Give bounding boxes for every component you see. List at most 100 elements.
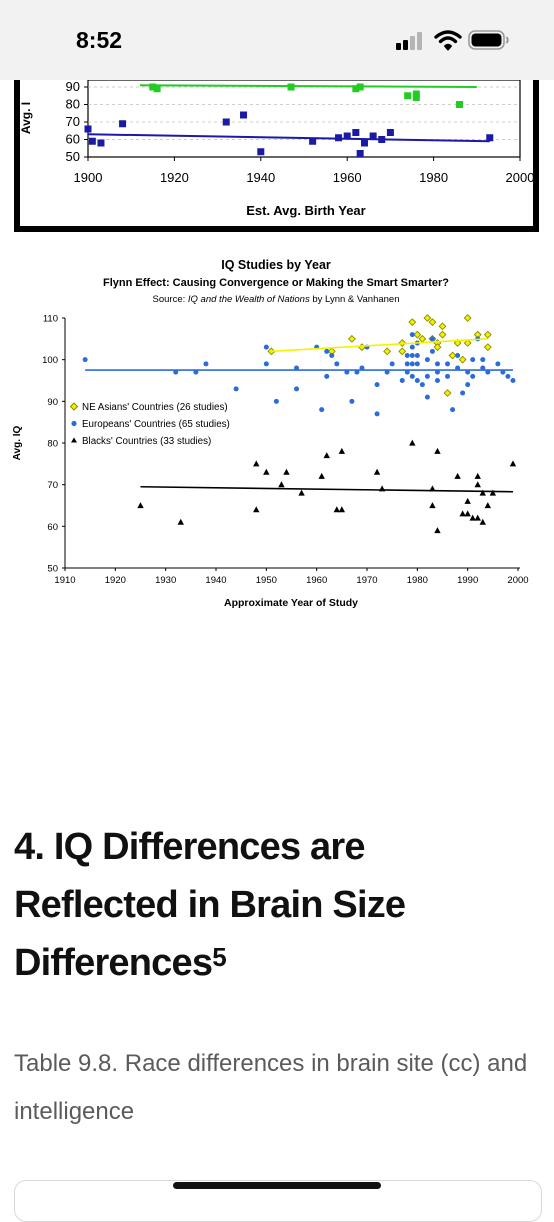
data-point-blue [386, 129, 394, 136]
data-point-europeans [414, 361, 420, 367]
data-point-europeans [404, 361, 410, 367]
data-point-blacks [338, 506, 346, 513]
data-point-ne-asians [383, 347, 392, 356]
data-point-europeans [404, 369, 410, 375]
data-point-blacks [434, 447, 441, 454]
data-point-green [352, 85, 360, 93]
x-tick-label-1990: 1990 [457, 575, 478, 586]
data-point-europeans [445, 361, 451, 367]
data-point-europeans [500, 369, 506, 375]
data-point-europeans [374, 411, 380, 417]
legend-marker-europeans [71, 420, 77, 427]
data-point-ne-asians [398, 347, 407, 356]
data-point-europeans [82, 357, 88, 363]
data-point-europeans [470, 357, 476, 363]
data-point-europeans [455, 353, 461, 358]
data-point-blacks [323, 452, 330, 459]
data-point-europeans [414, 378, 420, 383]
data-point-europeans [485, 369, 491, 375]
data-point-green [412, 94, 420, 101]
data-point-ne-asians [483, 343, 492, 352]
data-point-blue [240, 111, 248, 119]
y-tick-label-90: 90 [66, 80, 80, 94]
data-point-blacks [253, 506, 260, 513]
data-point-blacks [459, 510, 466, 517]
data-point-europeans [460, 390, 466, 396]
data-point-europeans [429, 348, 435, 354]
data-point-blacks [333, 506, 340, 513]
x-tick-label-1950: 1950 [256, 575, 277, 586]
data-point-europeans [203, 361, 209, 367]
x-axis-label: Approximate Year of Study [224, 597, 358, 609]
data-point-blacks [283, 468, 290, 475]
data-point-europeans [399, 378, 405, 383]
data-point-blacks [177, 518, 184, 525]
table-caption: Table 9.8. Race differences in brain sit… [14, 1050, 528, 1125]
x-tick-label-1930: 1930 [155, 575, 176, 586]
cellular-signal-icon [396, 32, 422, 50]
data-point-europeans [480, 357, 486, 363]
x-tick-label-1970: 1970 [356, 575, 377, 586]
data-point-europeans [319, 407, 325, 413]
data-point-blacks [474, 481, 481, 488]
data-point-europeans [344, 369, 350, 375]
data-point-blacks [429, 502, 436, 509]
data-point-europeans [424, 373, 430, 379]
data-point-europeans [324, 373, 330, 379]
data-point-europeans [505, 373, 511, 379]
data-point-blacks [137, 502, 144, 509]
y-axis-label: Avg. IQ [12, 425, 23, 460]
trendline-ne-asians [271, 338, 488, 353]
data-point-blacks [454, 472, 461, 479]
data-point-europeans [354, 369, 360, 375]
data-point-europeans [389, 361, 395, 367]
y-tick-label-60: 60 [66, 132, 80, 147]
data-point-europeans [374, 382, 380, 388]
data-point-green [287, 83, 295, 91]
iq-studies-chart: IQ Studies by Year Flynn Effect: Causing… [0, 246, 554, 616]
y-tick-label-50: 50 [47, 564, 58, 575]
data-point-blacks [263, 468, 270, 475]
data-point-ne-asians [448, 351, 457, 360]
data-point-blacks [253, 460, 260, 467]
x-axis-label: Est. Avg. Birth Year [246, 203, 365, 218]
data-point-blacks [278, 481, 285, 488]
data-point-blue [486, 134, 494, 142]
y-tick-label-80: 80 [66, 97, 80, 112]
data-point-green [149, 83, 157, 91]
x-tick-label-1910: 1910 [54, 575, 75, 586]
y-tick-label-110: 110 [43, 314, 58, 325]
data-point-europeans [424, 357, 430, 363]
data-point-blacks [434, 527, 441, 534]
data-point-europeans [263, 361, 269, 367]
data-point-blacks [479, 489, 486, 496]
data-point-blue [309, 137, 317, 145]
x-tick-label-1980: 1980 [419, 170, 448, 185]
data-point-europeans [465, 369, 471, 375]
x-tick-label-1920: 1920 [105, 575, 126, 586]
data-point-europeans [349, 398, 355, 404]
data-point-ne-asians [443, 389, 452, 397]
x-tick-label-1940: 1940 [246, 170, 275, 185]
data-point-blue [356, 150, 364, 157]
data-point-blue [378, 136, 386, 143]
chart-source: Source: IQ and the Wealth of Nations by … [153, 294, 400, 305]
birth-year-chart: 50 60 70 80 90 1900 1920 1940 1960 1980 2000 Avg.… [0, 80, 554, 232]
y-tick-label-100: 100 [42, 355, 58, 366]
data-point-ne-asians [458, 355, 467, 364]
data-point-europeans [445, 373, 451, 379]
data-point-blacks [464, 497, 471, 504]
x-tick-label-1960: 1960 [306, 575, 327, 586]
wifi-icon [434, 30, 462, 51]
data-point-europeans [384, 369, 390, 375]
data-point-green [404, 92, 412, 100]
footnote-marker[interactable]: 5 [212, 942, 226, 972]
data-point-blacks [474, 472, 481, 479]
data-point-ne-asians [483, 330, 492, 339]
data-point-europeans [409, 353, 415, 358]
data-point-europeans [263, 344, 269, 350]
data-point-europeans [329, 353, 335, 358]
data-point-europeans [404, 353, 410, 358]
data-point-green [456, 101, 464, 108]
data-point-blacks [474, 514, 481, 521]
